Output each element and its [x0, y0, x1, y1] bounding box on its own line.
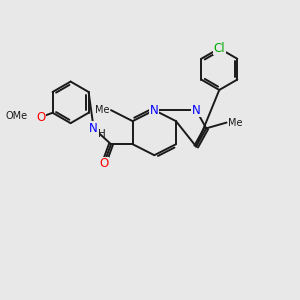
Text: N: N: [150, 104, 159, 117]
Text: Me: Me: [228, 118, 242, 128]
Text: Me: Me: [95, 105, 109, 115]
Text: Cl: Cl: [214, 42, 225, 55]
Text: H: H: [98, 129, 106, 139]
Text: O: O: [36, 111, 46, 124]
Text: N: N: [89, 122, 98, 135]
Text: OMe: OMe: [6, 111, 28, 121]
Text: O: O: [99, 158, 108, 170]
Text: N: N: [192, 104, 201, 117]
